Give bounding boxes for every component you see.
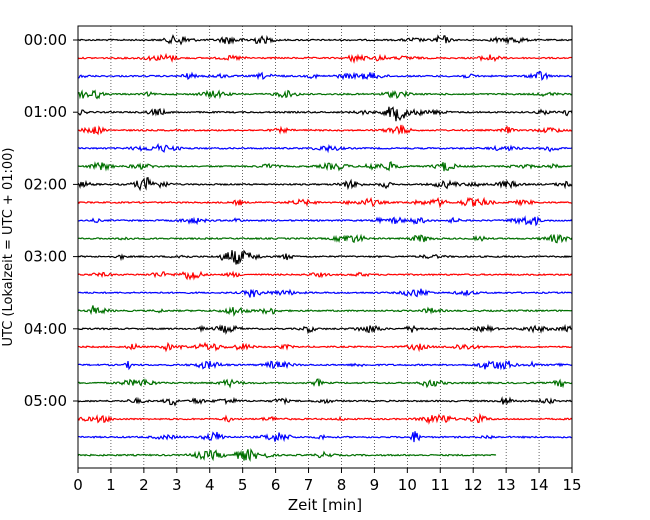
trace-0030 [77,70,573,81]
y-axis-label: UTC (Lokalzeit = UTC + 01:00) [1,148,16,347]
trace-0230 [77,215,573,227]
x-tick-label: 4 [205,476,215,494]
trace-0245 [77,233,573,244]
x-tick-label: 15 [562,476,581,494]
seismogram-traces [77,34,573,463]
x-tick-label: 10 [398,476,417,494]
trace-0215 [77,196,573,209]
x-tick-label: 7 [304,476,314,494]
x-axis-label: Zeit [min] [288,496,362,514]
x-tick-label: 5 [238,476,248,494]
x-tick-label: 12 [464,476,483,494]
trace-0430 [77,360,573,371]
x-tick-label: 11 [431,476,450,494]
trace-0500 [77,396,573,407]
trace-0330 [77,288,573,298]
trace-0200 [77,177,573,192]
trace-0415 [77,341,573,353]
plot-frame [77,25,573,469]
y-tick-label: 03:00 [24,248,67,266]
trace-0345 [77,305,573,317]
trace-0045 [77,89,573,100]
x-axis-ticks: 0 1 2 3 4 5 6 7 8 9 10 11 12 13 14 15 [73,468,582,494]
x-tick-label: 8 [337,476,347,494]
x-tick-label: 0 [73,476,83,494]
trace-0145 [77,161,573,172]
x-tick-label: 6 [271,476,281,494]
y-axis-ticks: 00:00 01:00 02:00 03:00 04:00 05:00 [24,31,78,410]
trace-0445 [77,378,573,389]
x-tick-label: 3 [172,476,182,494]
x-tick-label: 13 [497,476,516,494]
trace-0115 [77,124,573,136]
y-tick-label: 00:00 [24,31,67,49]
x-tick-label: 2 [139,476,149,494]
y-tick-label: 04:00 [24,320,67,338]
trace-0130 [77,142,573,154]
x-tick-label: 9 [370,476,380,494]
trace-0545 [77,448,497,463]
trace-0000 [77,34,573,46]
y-tick-label: 02:00 [24,175,67,193]
trace-0300 [77,249,573,265]
trace-0015 [77,52,573,64]
trace-0100 [77,106,573,122]
trace-0515 [77,412,573,425]
y-tick-label: 01:00 [24,103,67,121]
trace-0400 [77,323,573,335]
x-tick-label: 14 [530,476,549,494]
trace-0530 [77,431,573,443]
x-tick-label: 1 [106,476,116,494]
y-tick-label: 05:00 [24,392,67,410]
trace-0315 [77,270,573,281]
